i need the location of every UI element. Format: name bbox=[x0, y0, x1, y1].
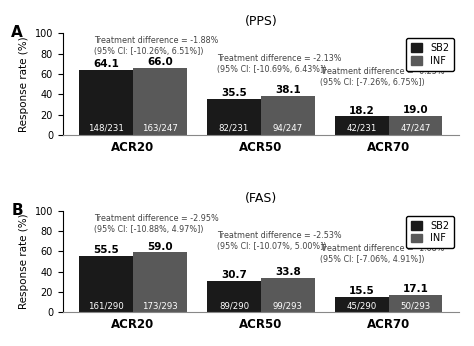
Text: 55.5: 55.5 bbox=[93, 245, 119, 255]
Legend: SB2, INF: SB2, INF bbox=[406, 216, 454, 248]
Text: 59.0: 59.0 bbox=[147, 242, 173, 252]
Text: 50/293: 50/293 bbox=[401, 301, 431, 310]
Text: 35.5: 35.5 bbox=[221, 88, 247, 98]
Bar bbox=[133, 68, 187, 135]
Text: Treatment difference = -2.95%
(95% CI: [-10.88%, 4.97%]): Treatment difference = -2.95% (95% CI: [… bbox=[94, 214, 219, 234]
Text: 64.1: 64.1 bbox=[93, 59, 119, 69]
Text: 173/293: 173/293 bbox=[142, 301, 178, 310]
Text: 30.7: 30.7 bbox=[221, 271, 247, 280]
Text: Treatment difference = -2.53%
(95% CI: [-10.07%, 5.00%]): Treatment difference = -2.53% (95% CI: [… bbox=[217, 231, 342, 251]
Text: Treatment difference = -1.88%
(95% CI: [-10.26%, 6.51%]): Treatment difference = -1.88% (95% CI: [… bbox=[94, 36, 219, 56]
Text: 45/290: 45/290 bbox=[347, 301, 377, 310]
Bar bbox=[261, 96, 315, 135]
Bar bbox=[133, 253, 187, 312]
Text: A: A bbox=[11, 25, 23, 40]
Bar bbox=[207, 99, 261, 135]
Bar bbox=[389, 116, 442, 135]
Text: 15.5: 15.5 bbox=[349, 286, 375, 296]
Bar bbox=[79, 70, 133, 135]
Text: Treatment difference = -1.08%
(95% CI: [-7.06%, 4.91%]): Treatment difference = -1.08% (95% CI: [… bbox=[320, 244, 445, 264]
Text: 47/247: 47/247 bbox=[401, 124, 431, 133]
Bar bbox=[335, 297, 389, 312]
Text: 94/247: 94/247 bbox=[273, 124, 303, 133]
Text: 99/293: 99/293 bbox=[273, 301, 303, 310]
Legend: SB2, INF: SB2, INF bbox=[406, 38, 454, 71]
Text: Treatment difference = -2.13%
(95% CI: [-10.69%, 6.43%]): Treatment difference = -2.13% (95% CI: [… bbox=[217, 54, 342, 74]
Text: 19.0: 19.0 bbox=[403, 105, 428, 115]
Text: 82/231: 82/231 bbox=[219, 124, 249, 133]
Text: B: B bbox=[11, 203, 23, 218]
Title: (FAS): (FAS) bbox=[245, 192, 277, 206]
Text: 66.0: 66.0 bbox=[147, 57, 173, 67]
Bar bbox=[207, 281, 261, 312]
Bar bbox=[335, 117, 389, 135]
Bar bbox=[79, 256, 133, 312]
Text: 42/231: 42/231 bbox=[346, 124, 377, 133]
Text: 17.1: 17.1 bbox=[402, 284, 428, 294]
Text: 33.8: 33.8 bbox=[275, 267, 301, 277]
Title: (PPS): (PPS) bbox=[245, 15, 277, 28]
Text: 148/231: 148/231 bbox=[88, 124, 124, 133]
Y-axis label: Response rate (%): Response rate (%) bbox=[19, 214, 29, 309]
Bar bbox=[261, 278, 315, 312]
Text: Treatment difference = -0.25%
(95% CI: [-7.26%, 6.75%]): Treatment difference = -0.25% (95% CI: [… bbox=[320, 67, 445, 87]
Text: 38.1: 38.1 bbox=[275, 85, 301, 95]
Bar bbox=[389, 295, 442, 312]
Text: 18.2: 18.2 bbox=[349, 106, 375, 116]
Text: 163/247: 163/247 bbox=[142, 124, 178, 133]
Text: 161/290: 161/290 bbox=[88, 301, 124, 310]
Y-axis label: Response rate (%): Response rate (%) bbox=[19, 36, 29, 132]
Text: 89/290: 89/290 bbox=[219, 301, 249, 310]
